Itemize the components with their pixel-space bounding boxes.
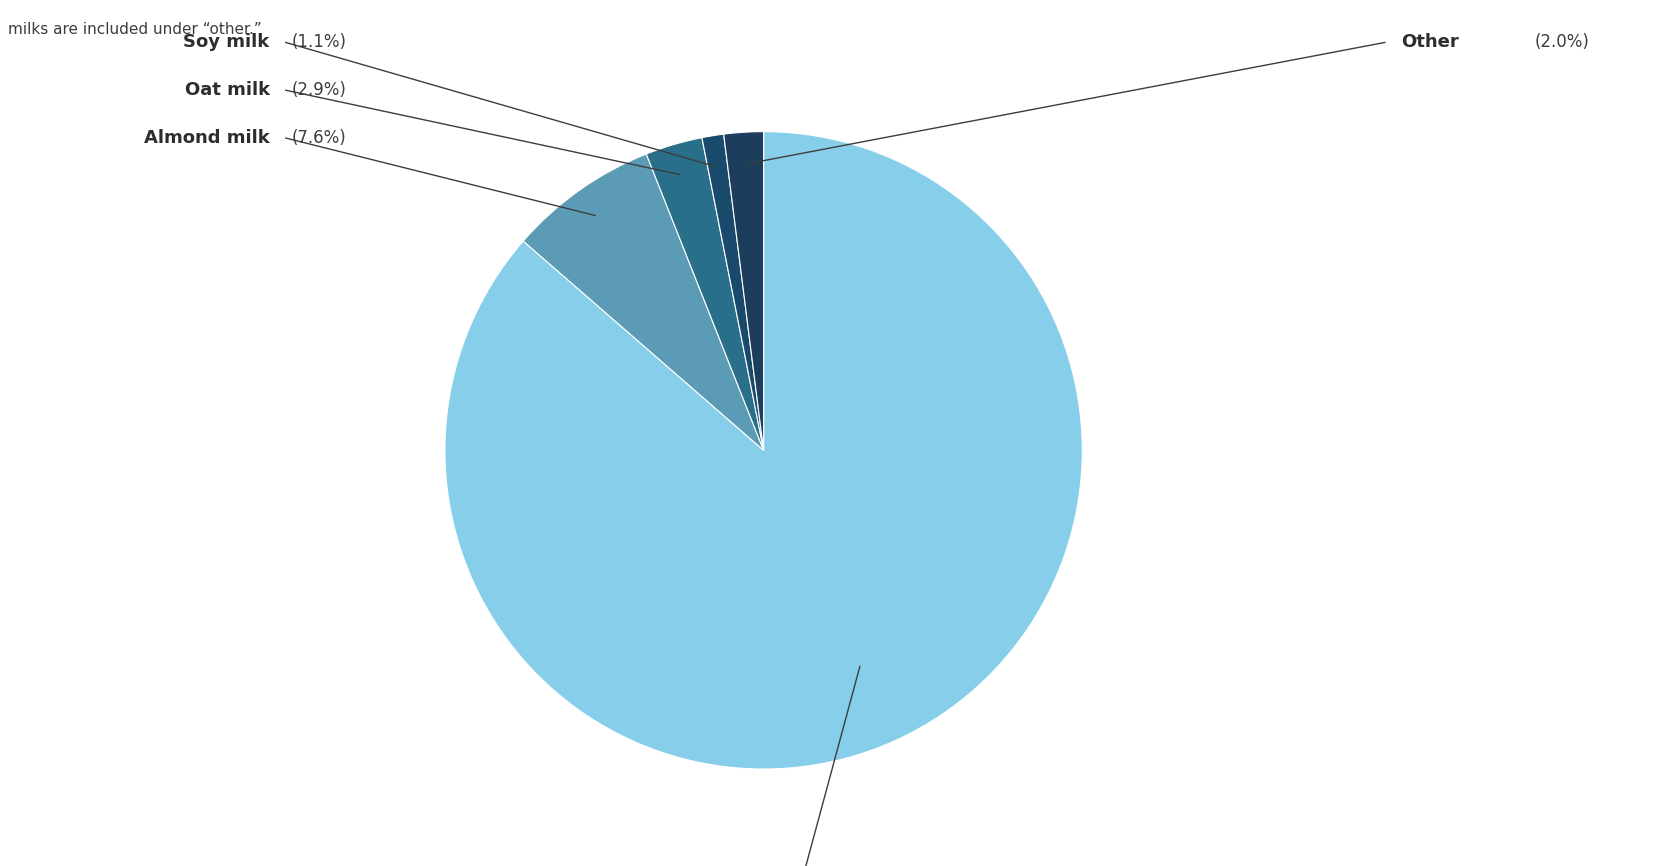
Text: milks are included under “other.”: milks are included under “other.” — [8, 22, 262, 36]
Wedge shape — [445, 132, 1082, 769]
Text: Oat milk: Oat milk — [184, 81, 269, 100]
Text: (1.1%): (1.1%) — [292, 34, 347, 51]
Text: (7.6%): (7.6%) — [292, 129, 347, 147]
Text: (2.0%): (2.0%) — [1536, 34, 1590, 51]
Wedge shape — [646, 138, 764, 450]
Text: Soy milk: Soy milk — [183, 34, 269, 51]
Text: Almond milk: Almond milk — [144, 129, 269, 147]
Wedge shape — [724, 132, 764, 450]
Text: (2.9%): (2.9%) — [292, 81, 347, 100]
Wedge shape — [702, 134, 764, 450]
Wedge shape — [523, 154, 764, 450]
Text: Other: Other — [1401, 34, 1459, 51]
